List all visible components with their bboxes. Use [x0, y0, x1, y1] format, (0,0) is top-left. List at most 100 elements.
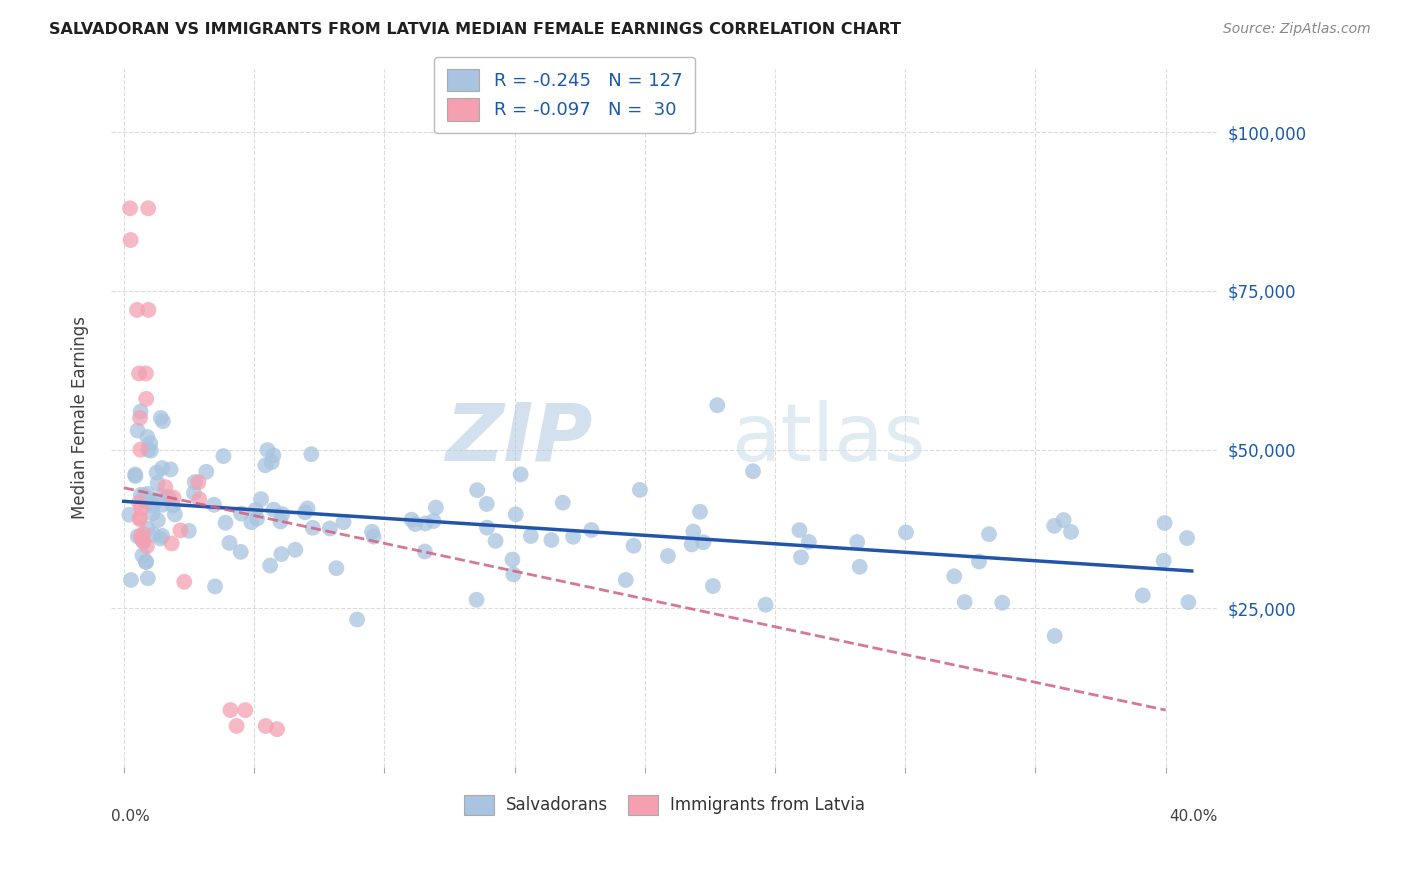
Point	[1060, 524, 1083, 539]
Point	[681, 537, 703, 551]
Point	[706, 398, 728, 412]
Point	[128, 510, 150, 524]
Point	[150, 489, 173, 503]
Point	[1043, 519, 1066, 533]
Point	[127, 424, 149, 438]
Point	[136, 430, 159, 444]
Point	[422, 514, 444, 528]
Point	[332, 515, 354, 529]
Point	[401, 513, 423, 527]
Point	[484, 533, 506, 548]
Point	[271, 507, 294, 521]
Point	[118, 201, 141, 215]
Point	[623, 539, 645, 553]
Point	[183, 486, 205, 500]
Point	[297, 501, 319, 516]
Point	[135, 555, 157, 569]
Point	[254, 719, 277, 733]
Point	[475, 520, 498, 534]
Point	[124, 467, 146, 482]
Point	[943, 569, 966, 583]
Point	[218, 536, 240, 550]
Point	[204, 579, 226, 593]
Point	[299, 447, 322, 461]
Point	[465, 592, 488, 607]
Point	[245, 503, 267, 517]
Point	[848, 559, 870, 574]
Point	[270, 547, 292, 561]
Text: 40.0%: 40.0%	[1170, 809, 1218, 824]
Point	[128, 496, 150, 510]
Point	[413, 516, 436, 531]
Point	[294, 505, 316, 519]
Point	[361, 524, 384, 539]
Point	[136, 495, 159, 509]
Point	[135, 392, 157, 406]
Point	[229, 507, 252, 521]
Point	[846, 535, 869, 549]
Point	[425, 500, 447, 515]
Point	[319, 521, 342, 535]
Point	[404, 516, 426, 531]
Point	[977, 527, 1000, 541]
Point	[177, 524, 200, 538]
Point	[214, 516, 236, 530]
Point	[1175, 531, 1198, 545]
Point	[152, 414, 174, 428]
Point	[953, 595, 976, 609]
Point	[120, 573, 142, 587]
Point	[789, 523, 811, 537]
Point	[188, 492, 211, 507]
Legend: Salvadorans, Immigrants from Latvia: Salvadorans, Immigrants from Latvia	[457, 789, 872, 822]
Point	[1153, 516, 1175, 530]
Point	[301, 521, 323, 535]
Point	[1177, 595, 1199, 609]
Point	[991, 596, 1014, 610]
Point	[702, 579, 724, 593]
Point	[502, 567, 524, 582]
Point	[797, 535, 820, 549]
Point	[131, 501, 153, 516]
Point	[162, 491, 184, 505]
Point	[1132, 588, 1154, 602]
Point	[129, 410, 152, 425]
Point	[125, 302, 148, 317]
Point	[135, 539, 157, 553]
Point	[187, 475, 209, 490]
Point	[160, 536, 183, 550]
Point	[173, 574, 195, 589]
Point	[149, 410, 172, 425]
Point	[145, 466, 167, 480]
Point	[136, 201, 159, 215]
Point	[755, 598, 778, 612]
Point	[124, 469, 146, 483]
Point	[562, 530, 585, 544]
Point	[127, 529, 149, 543]
Point	[150, 461, 173, 475]
Point	[259, 558, 281, 573]
Point	[413, 544, 436, 558]
Point	[266, 722, 288, 736]
Point	[475, 497, 498, 511]
Point	[229, 545, 252, 559]
Point	[155, 480, 177, 494]
Point	[195, 465, 218, 479]
Y-axis label: Median Female Earnings: Median Female Earnings	[72, 317, 89, 519]
Point	[131, 531, 153, 545]
Point	[501, 552, 523, 566]
Point	[256, 443, 278, 458]
Point	[212, 449, 235, 463]
Point	[346, 612, 368, 626]
Point	[682, 524, 704, 539]
Point	[132, 527, 155, 541]
Point	[159, 462, 181, 476]
Point	[152, 498, 174, 512]
Point	[162, 499, 184, 513]
Point	[131, 549, 153, 563]
Point	[135, 367, 157, 381]
Point	[136, 487, 159, 501]
Point	[136, 442, 159, 457]
Text: Source: ZipAtlas.com: Source: ZipAtlas.com	[1223, 22, 1371, 37]
Text: ZIP: ZIP	[444, 400, 592, 478]
Point	[509, 467, 531, 482]
